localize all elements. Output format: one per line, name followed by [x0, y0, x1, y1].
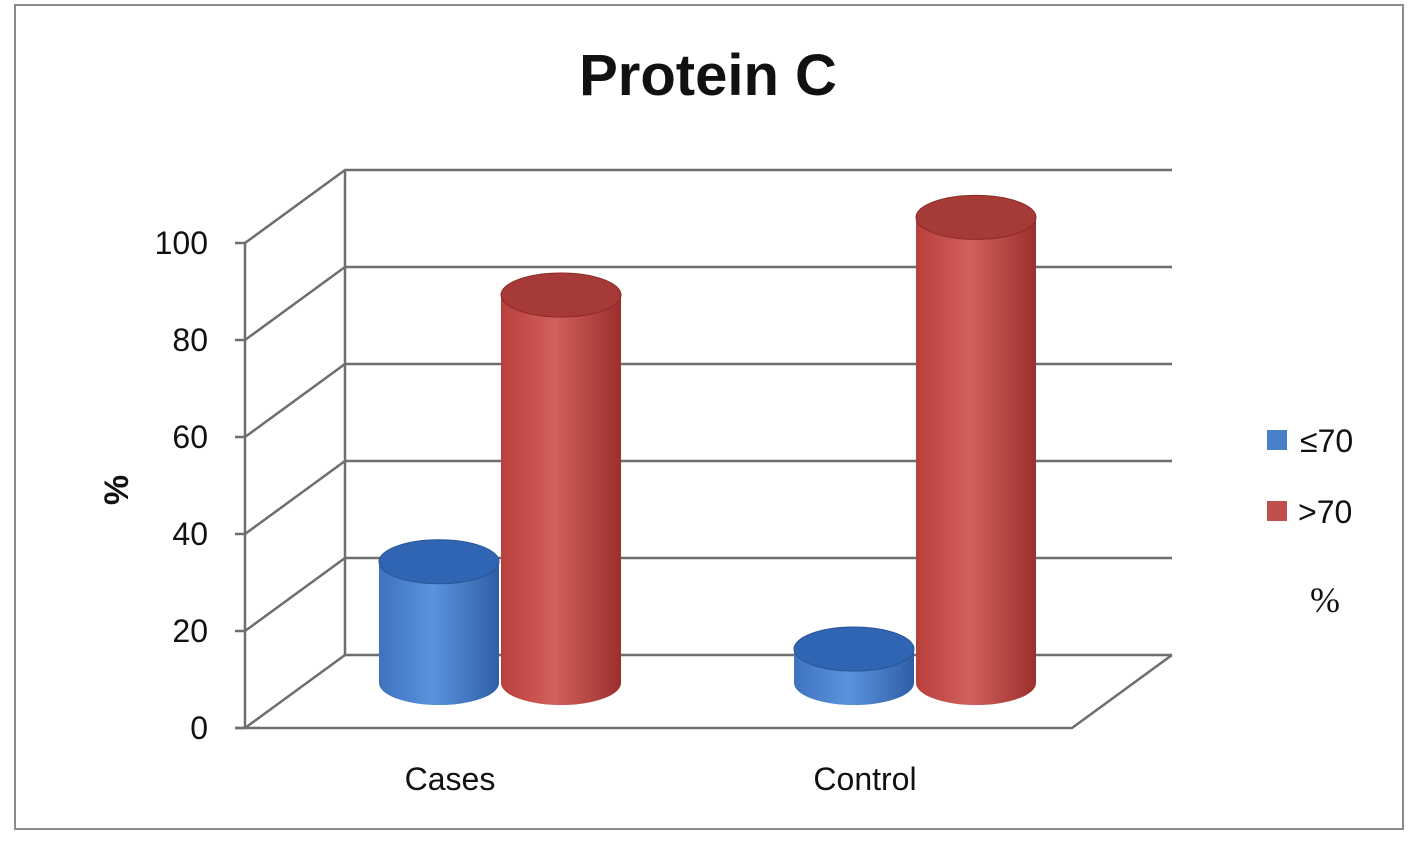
bar-le70-control — [793, 626, 915, 705]
legend-label-le70: ≤70 — [1300, 423, 1353, 459]
legend-unit-note: % — [1310, 580, 1340, 620]
chart-title: Protein C — [579, 43, 837, 108]
y-axis-label: % — [98, 475, 136, 505]
bar-gt70-control — [915, 194, 1037, 705]
legend-swatch-gt70 — [1267, 501, 1287, 521]
bars — [378, 194, 1037, 705]
bar-le70-cases — [378, 539, 500, 705]
bar-top — [378, 539, 500, 585]
bar-body — [916, 217, 1036, 705]
bar-body — [379, 561, 499, 705]
y-axis-ticks: 0 20 40 60 80 100 — [155, 225, 245, 746]
y-tick-label: 80 — [172, 322, 208, 358]
bar-body — [501, 295, 621, 705]
bar-top — [793, 626, 915, 672]
y-tick-label: 60 — [172, 419, 208, 455]
x-category-label: Cases — [405, 761, 496, 797]
bar-gt70-cases — [500, 272, 622, 705]
y-tick-label: 20 — [172, 613, 208, 649]
x-category-label: Control — [813, 761, 916, 797]
y-tick-label: 100 — [155, 225, 208, 261]
bar-top — [500, 272, 622, 318]
legend-label-gt70: >70 — [1298, 494, 1352, 530]
floor-edge — [245, 653, 1173, 730]
y-tick-label: 0 — [190, 710, 208, 746]
legend-swatch-le70 — [1267, 430, 1287, 450]
x-axis-categories: Cases Control — [405, 761, 917, 797]
bar-top — [915, 194, 1037, 240]
y-tick-label: 40 — [172, 516, 208, 552]
legend: ≤70 >70 % — [1267, 423, 1353, 620]
